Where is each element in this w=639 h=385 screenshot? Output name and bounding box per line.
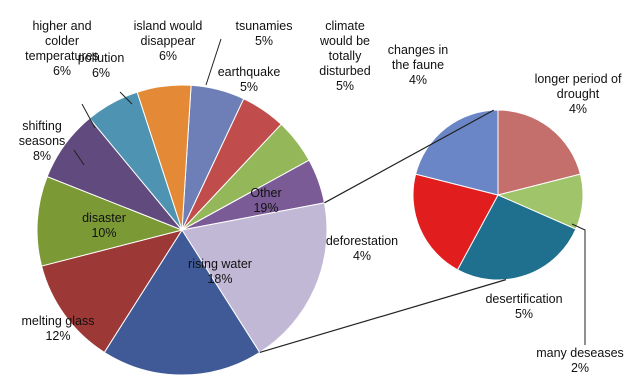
label-climate-would-be-totally-disturbed: climate would be totally disturbed 5% [319,19,371,93]
connector-line-bottom [259,279,507,354]
label-longer-period-of-drought: longer period of drought 4% [535,72,622,116]
label-tsunamies: tsunamies 5% [236,19,293,48]
main-slice-rising-water [103,229,261,376]
main-slice-disaster [36,175,184,267]
label-desertification: desertification 5% [485,292,562,321]
label-disaster: disaster 10% [82,211,126,240]
leader-line-shifting-seasons [73,149,85,166]
secondary-pie [412,109,584,281]
main-pie [36,84,328,376]
main-slice-other [181,202,328,354]
leader-lines [73,38,586,345]
label-rising-water: rising water 18% [188,257,252,286]
slice-labels: island would disappear 6% tsunamies 5% earthq… [19,19,624,375]
label-deforestation: deforestation 4% [326,234,398,263]
leader-line-pollution [119,91,133,105]
label-many-deseases: many deseases 2% [536,346,624,375]
secondary-slice-longer-period-of-drought [497,109,582,196]
main-slice-melting-glass [40,229,184,354]
connector-line-top [324,109,495,204]
label-island-would-disappear: island would disappear 6% [134,19,203,63]
label-shifting-seasons: shifting seasons 8% [19,119,66,163]
leader-line-tsunamies [205,38,222,86]
label-melting-glass: melting glass 12% [22,314,95,343]
leader-line-many-deseases [571,223,586,345]
label-other: Other 19% [250,186,281,215]
label-changes-in-the-faune: changes in the faune 4% [388,43,449,87]
label-higher-and-colder-temperatures: higher and colder temperatures 6% [25,19,99,78]
label-earthquake: earthquake 5% [218,65,281,94]
secondary-slice-deforestation [412,173,499,271]
secondary-slice-changes-in-the-faune [414,109,499,196]
label-pollution: pollution 6% [78,51,125,80]
secondary-slice-desertification [456,194,577,281]
main-slice-pollution [136,84,192,231]
leader-line-higher-and-colder-temperatures [81,103,96,129]
connector-lines [259,109,507,354]
